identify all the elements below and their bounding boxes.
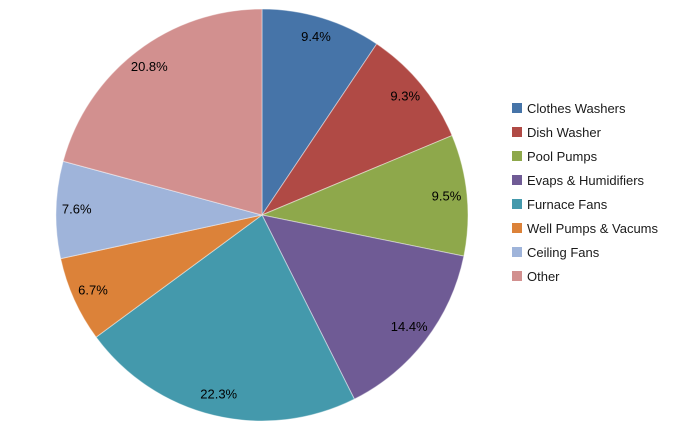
legend-item-label: Ceiling Fans — [527, 244, 600, 260]
legend-item-ceiling-fans: Ceiling Fans — [512, 240, 658, 264]
pie-slice-value-label: 14.4% — [391, 319, 428, 334]
legend-item-clothes-washers: Clothes Washers — [512, 96, 658, 120]
pie-slice-value-label: 22.3% — [200, 387, 237, 402]
legend-swatch-icon — [512, 151, 522, 161]
legend-swatch-icon — [512, 175, 522, 185]
legend-item-label: Other — [527, 268, 560, 284]
pie-slice-value-label: 20.8% — [131, 59, 168, 74]
legend-swatch-icon — [512, 199, 522, 209]
legend-item-label: Dish Washer — [527, 124, 601, 140]
legend-item-label: Pool Pumps — [527, 148, 598, 164]
pie-slice-value-label: 6.7% — [78, 283, 108, 298]
legend-item-dish-washer: Dish Washer — [512, 120, 658, 144]
pie-slice-dish-washer — [260, 43, 453, 217]
pie-slice-other — [62, 8, 263, 216]
pie-slice-pool-pumps — [260, 134, 469, 257]
pie-slice-furnace-fans — [95, 214, 356, 422]
legend-item-pool-pumps: Pool Pumps — [512, 144, 658, 168]
legend-swatch-icon — [512, 103, 522, 113]
legend-swatch-icon — [512, 271, 522, 281]
legend-item-furnace-fans: Furnace Fans — [512, 192, 658, 216]
pie-slice-value-label: 7.6% — [62, 202, 92, 217]
legend-swatch-icon — [512, 223, 522, 233]
pie-slice-value-label: 9.5% — [432, 188, 462, 203]
legend-item-label: Clothes Washers — [527, 100, 626, 116]
legend-swatch-icon — [512, 247, 522, 257]
legend-item-evaps-humidifiers: Evaps & Humidifiers — [512, 168, 658, 192]
legend-item-other: Other — [512, 264, 658, 288]
pie-slice-value-label: 9.4% — [301, 29, 331, 44]
legend-item-well-pumps-vacums: Well Pumps & Vacums — [512, 216, 658, 240]
legend-item-label: Well Pumps & Vacums — [527, 220, 659, 236]
pie-slice-clothes-washers — [261, 8, 378, 217]
pie-slice-well-pumps-vacums — [60, 214, 263, 338]
legend-swatch-icon — [512, 127, 522, 137]
legend-item-label: Evaps & Humidifiers — [527, 172, 645, 188]
pie-slice-ceiling-fans — [55, 160, 263, 260]
pie-slice-value-label: 9.3% — [390, 89, 420, 104]
legend-item-label: Furnace Fans — [527, 196, 608, 212]
chart-legend: Clothes Washers Dish Washer Pool Pumps E… — [512, 96, 658, 288]
pie-slice-evaps-humidifiers — [261, 214, 465, 400]
